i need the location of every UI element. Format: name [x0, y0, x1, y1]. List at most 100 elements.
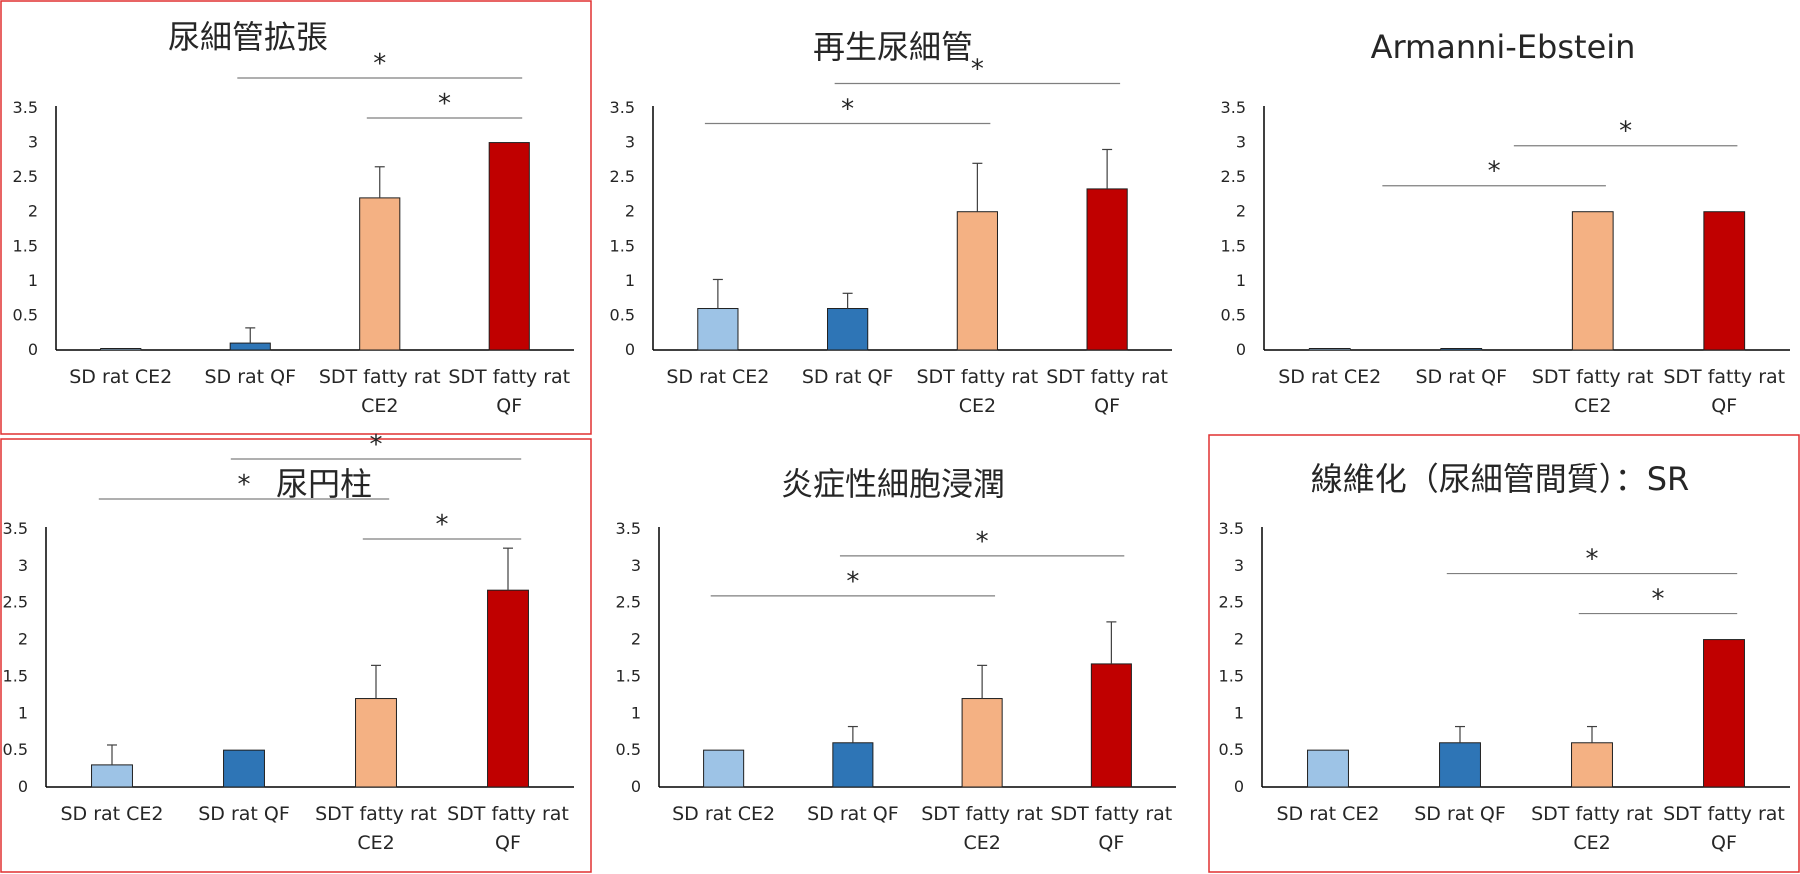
- y-tick-label: 1: [1234, 703, 1244, 722]
- chart-panel: 炎症性細胞浸潤 0 0.5 1 1.5 2 2.5 3 3.5 SD rat CE2 SD rat …: [616, 465, 1176, 854]
- significance-star: *: [1619, 117, 1632, 147]
- bar: [223, 749, 265, 788]
- y-tick-label: 3: [1236, 133, 1246, 152]
- category-label: SDT fatty rat: [1531, 803, 1653, 825]
- chart-title: Armanni-Ebstein: [1371, 28, 1636, 66]
- y-tick-label: 1: [1236, 271, 1246, 290]
- y-tick-label: 1.5: [3, 666, 28, 685]
- category-label: SD rat QF: [807, 803, 899, 825]
- y-tick-label: 3.5: [3, 519, 28, 538]
- y-tick-label: 2.5: [3, 593, 28, 612]
- y-tick-label: 3: [1234, 556, 1244, 575]
- chart-panel: 再生尿細管 0 0.5 1 1.5 2 2.5 3 3.5 SD rat CE2 SD rat QF…: [610, 28, 1172, 417]
- y-tick-label: 3: [625, 133, 635, 152]
- chart-panel: Armanni-Ebstein 0 0.5 1 1.5 2 2.5 3 3.5 SD rat CE…: [1221, 28, 1790, 417]
- category-label: CE2: [357, 832, 394, 854]
- category-label: SD rat QF: [1415, 366, 1507, 388]
- y-tick-label: 0: [18, 777, 28, 796]
- category-label: SDT fatty rat: [447, 803, 569, 825]
- bar: [359, 197, 401, 351]
- category-label: SDT fatty rat: [1663, 366, 1785, 388]
- y-tick-label: 1.5: [616, 666, 641, 685]
- category-label: SD rat CE2: [666, 366, 769, 388]
- bar: [91, 764, 133, 788]
- chart-title: 線維化（尿細管間質）：SR: [1311, 460, 1690, 498]
- bar: [1703, 639, 1745, 788]
- category-label: QF: [496, 395, 522, 417]
- highlight-frame: [0, 0, 592, 435]
- category-label: SD rat QF: [198, 803, 290, 825]
- significance-star: *: [1652, 585, 1665, 615]
- category-label: SD rat CE2: [69, 366, 172, 388]
- bar: [488, 142, 530, 351]
- y-tick-label: 2: [1234, 630, 1244, 649]
- y-tick-label: 0.5: [616, 740, 641, 759]
- y-tick-label: 0.5: [3, 740, 28, 759]
- bar: [827, 308, 869, 351]
- category-label: SDT fatty rat: [1050, 803, 1172, 825]
- y-tick-label: 1: [625, 271, 635, 290]
- highlight-frame: [0, 438, 592, 873]
- bar: [355, 698, 397, 788]
- category-label: SD rat QF: [802, 366, 894, 388]
- category-label: SD rat QF: [1414, 803, 1506, 825]
- category-label: QF: [1711, 395, 1737, 417]
- category-label: QF: [1098, 832, 1124, 854]
- chart-panel: 尿円柱 0 0.5 1 1.5 2 2.5 3 3.5 SD rat CE2 SD rat QF SD…: [0, 430, 592, 873]
- highlight-frame: [1208, 434, 1800, 873]
- category-label: CE2: [959, 395, 996, 417]
- y-tick-label: 3: [631, 556, 641, 575]
- significance-star: *: [1488, 157, 1501, 187]
- bar: [229, 342, 271, 351]
- y-tick-label: 2.5: [610, 167, 635, 186]
- category-label: SDT fatty rat: [1046, 366, 1168, 388]
- category-label: CE2: [1574, 395, 1611, 417]
- y-tick-label: 3.5: [13, 98, 38, 117]
- significance-star: *: [373, 49, 386, 79]
- category-label: CE2: [963, 832, 1000, 854]
- significance-star: *: [846, 567, 859, 597]
- bar: [1571, 742, 1613, 788]
- category-label: QF: [1094, 395, 1120, 417]
- bar: [961, 698, 1003, 788]
- chart-panel: 尿細管拡張 0 0.5 1 1.5 2 2.5 3 3.5 SD rat CE2 SD rat QF…: [0, 0, 592, 435]
- category-label: QF: [495, 832, 521, 854]
- y-tick-label: 2.5: [616, 593, 641, 612]
- y-tick-label: 1.5: [610, 236, 635, 255]
- bar: [100, 348, 142, 351]
- bar: [487, 589, 529, 788]
- y-tick-label: 1.5: [1219, 666, 1244, 685]
- y-tick-label: 2: [631, 630, 641, 649]
- significance-star: *: [370, 430, 383, 460]
- y-tick-label: 3.5: [616, 519, 641, 538]
- category-label: QF: [1711, 832, 1737, 854]
- bar: [1703, 211, 1746, 351]
- chart-panel: 線維化（尿細管間質）：SR 0 0.5 1 1.5 2 2.5 3 3.5 SD rat CE2 S…: [1208, 434, 1800, 873]
- y-tick-label: 0.5: [1219, 740, 1244, 759]
- significance-star: *: [238, 470, 251, 500]
- y-tick-label: 3.5: [610, 98, 635, 117]
- y-tick-label: 0: [1236, 340, 1246, 359]
- y-tick-label: 1: [631, 703, 641, 722]
- y-tick-label: 3: [28, 133, 38, 152]
- y-tick-label: 0.5: [1221, 305, 1246, 324]
- y-tick-label: 0.5: [610, 305, 635, 324]
- category-label: SDT fatty rat: [916, 366, 1038, 388]
- y-tick-label: 1.5: [13, 236, 38, 255]
- significance-star: *: [1586, 545, 1599, 575]
- bar: [1090, 663, 1132, 788]
- category-label: SD rat CE2: [672, 803, 775, 825]
- y-tick-label: 0.5: [13, 305, 38, 324]
- bar: [1086, 188, 1128, 351]
- bar: [1571, 211, 1614, 351]
- category-label: SD rat CE2: [1276, 803, 1379, 825]
- y-tick-label: 2: [625, 202, 635, 221]
- bar: [832, 742, 874, 788]
- y-tick-label: 3.5: [1221, 98, 1246, 117]
- bar: [703, 749, 745, 788]
- category-label: SDT fatty rat: [921, 803, 1043, 825]
- bar: [1440, 348, 1483, 351]
- y-tick-label: 2: [18, 630, 28, 649]
- significance-star: *: [976, 527, 989, 557]
- bar: [697, 308, 739, 351]
